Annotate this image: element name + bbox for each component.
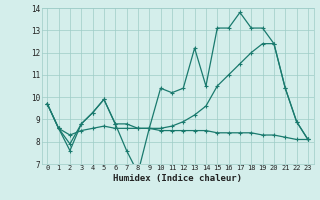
X-axis label: Humidex (Indice chaleur): Humidex (Indice chaleur)	[113, 174, 242, 183]
